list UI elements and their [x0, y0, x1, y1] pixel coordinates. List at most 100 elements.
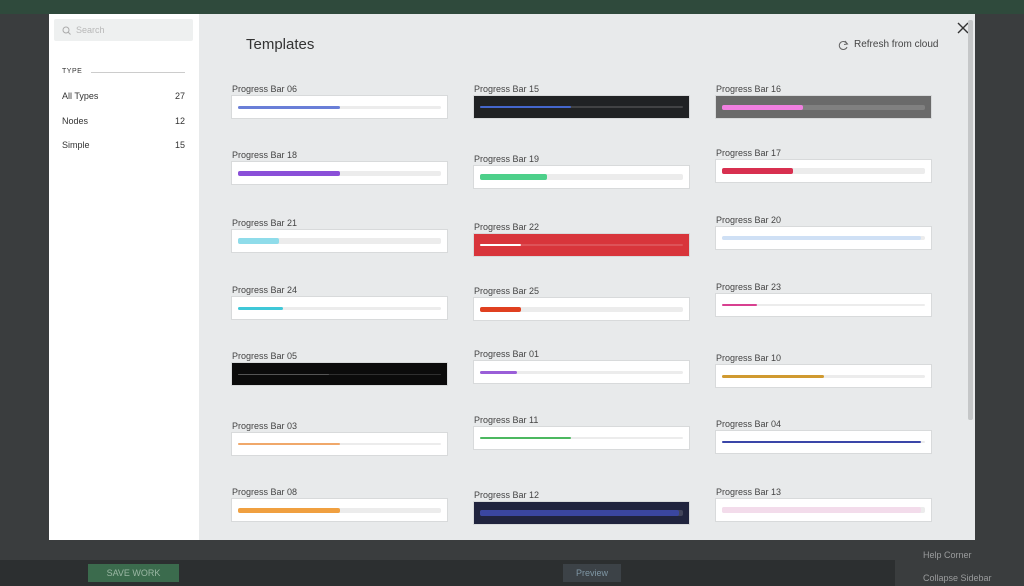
template-thumbnail[interactable]: [474, 96, 689, 118]
progress: [238, 306, 283, 310]
track: [480, 370, 683, 374]
progress: [238, 443, 340, 445]
template-name: Progress Bar 05: [232, 351, 298, 361]
template-thumbnail[interactable]: [232, 96, 447, 118]
template-thumbnail[interactable]: [474, 298, 689, 320]
progress: [238, 238, 279, 244]
progress: [238, 105, 340, 109]
progress: [722, 236, 921, 240]
progress: [722, 304, 757, 306]
progress: [238, 170, 340, 176]
template-name: Progress Bar 10: [716, 353, 782, 363]
track: [238, 238, 441, 244]
track: [238, 170, 441, 176]
template-name: Progress Bar 11: [474, 415, 539, 425]
template-thumbnail[interactable]: [232, 297, 447, 319]
search-icon: [62, 26, 71, 35]
template-thumbnail[interactable]: [474, 361, 689, 383]
collapse-sidebar[interactable]: Collapse Sidebar: [923, 573, 992, 583]
progress: [722, 507, 921, 513]
template-thumbnail[interactable]: [474, 166, 689, 188]
track: [480, 174, 683, 180]
template-name: Progress Bar 12: [474, 490, 540, 500]
template-thumbnail[interactable]: [716, 227, 931, 249]
filter-count: 15: [174, 140, 185, 150]
filter-count: 27: [174, 91, 185, 101]
template-thumbnail[interactable]: [474, 234, 689, 256]
template-thumbnail[interactable]: [716, 160, 931, 182]
template-thumbnail[interactable]: [232, 363, 447, 385]
template-name: Progress Bar 17: [716, 148, 782, 158]
template-thumbnail[interactable]: [716, 499, 931, 521]
progress: [480, 306, 521, 312]
template-name: Progress Bar 19: [474, 154, 540, 164]
track: [722, 374, 925, 378]
template-thumbnail[interactable]: [716, 365, 931, 387]
template-name: Progress Bar 22: [474, 222, 540, 232]
template-name: Progress Bar 01: [474, 349, 540, 359]
progress: [480, 244, 521, 246]
progress: [722, 441, 921, 443]
template-thumbnail[interactable]: [474, 502, 689, 524]
track: [238, 373, 441, 375]
top-bar: [0, 0, 1024, 14]
track: [722, 168, 925, 174]
template-thumbnail[interactable]: [232, 433, 447, 455]
template-thumbnail[interactable]: [716, 294, 931, 316]
template-name: Progress Bar 06: [232, 84, 298, 94]
track: [238, 507, 441, 513]
template-thumbnail[interactable]: [232, 499, 447, 521]
template-thumbnail[interactable]: [232, 162, 447, 184]
progress: [238, 507, 340, 513]
progress: [480, 106, 572, 108]
filter-label[interactable]: Nodes: [62, 115, 89, 126]
template-thumbnail[interactable]: [716, 431, 931, 453]
template-name: Progress Bar 08: [232, 487, 298, 497]
track: [480, 106, 683, 108]
template-name: Progress Bar 15: [474, 84, 540, 94]
refresh-icon: [838, 40, 849, 50]
filter-sidebar: Search TYPE All Types 27 Nodes 12 Simple 15: [49, 14, 199, 540]
progress: [480, 370, 517, 374]
template-name: Progress Bar 25: [474, 286, 540, 296]
template-thumbnail[interactable]: [232, 230, 447, 252]
filter-heading: TYPE: [62, 68, 83, 75]
refresh-button[interactable]: Refresh from cloud: [854, 39, 939, 50]
save-button[interactable]: SAVE WORK: [88, 564, 179, 582]
scrollbar: [968, 20, 973, 420]
filter-label[interactable]: All Types: [62, 91, 99, 101]
track: [238, 443, 441, 445]
progress: [722, 374, 824, 378]
search-placeholder: Search: [76, 25, 105, 35]
progress: [480, 510, 679, 516]
template-name: Progress Bar 16: [716, 84, 782, 94]
modal-title: Templates: [246, 36, 315, 53]
progress: [722, 104, 804, 110]
divider: [91, 72, 185, 73]
template-thumbnail[interactable]: [474, 427, 689, 449]
close-button[interactable]: [957, 22, 969, 34]
template-name: Progress Bar 03: [232, 421, 298, 431]
track: [722, 304, 925, 306]
track: [238, 306, 441, 310]
track: [238, 105, 441, 109]
templates-modal: Search TYPE All Types 27 Nodes 12 Simple 15 T…: [49, 14, 975, 540]
template-name: Progress Bar 24: [232, 285, 298, 295]
template-name: Progress Bar 23: [716, 282, 782, 292]
template-name: Progress Bar 20: [716, 215, 782, 225]
track: [480, 244, 683, 246]
track: [480, 306, 683, 312]
progress: [722, 168, 794, 174]
template-name: Progress Bar 13: [716, 487, 782, 497]
preview-button[interactable]: Preview: [563, 564, 621, 582]
template-name: Progress Bar 18: [232, 150, 298, 160]
help-corner[interactable]: Help Corner: [923, 550, 972, 560]
progress: [480, 174, 547, 180]
template-name: Progress Bar 21: [232, 218, 298, 228]
search-box[interactable]: Search: [54, 19, 193, 41]
template-thumbnail[interactable]: [716, 96, 931, 118]
filter-label[interactable]: Simple: [62, 140, 90, 150]
template-name: Progress Bar 04: [716, 419, 782, 429]
progress: [238, 373, 330, 375]
